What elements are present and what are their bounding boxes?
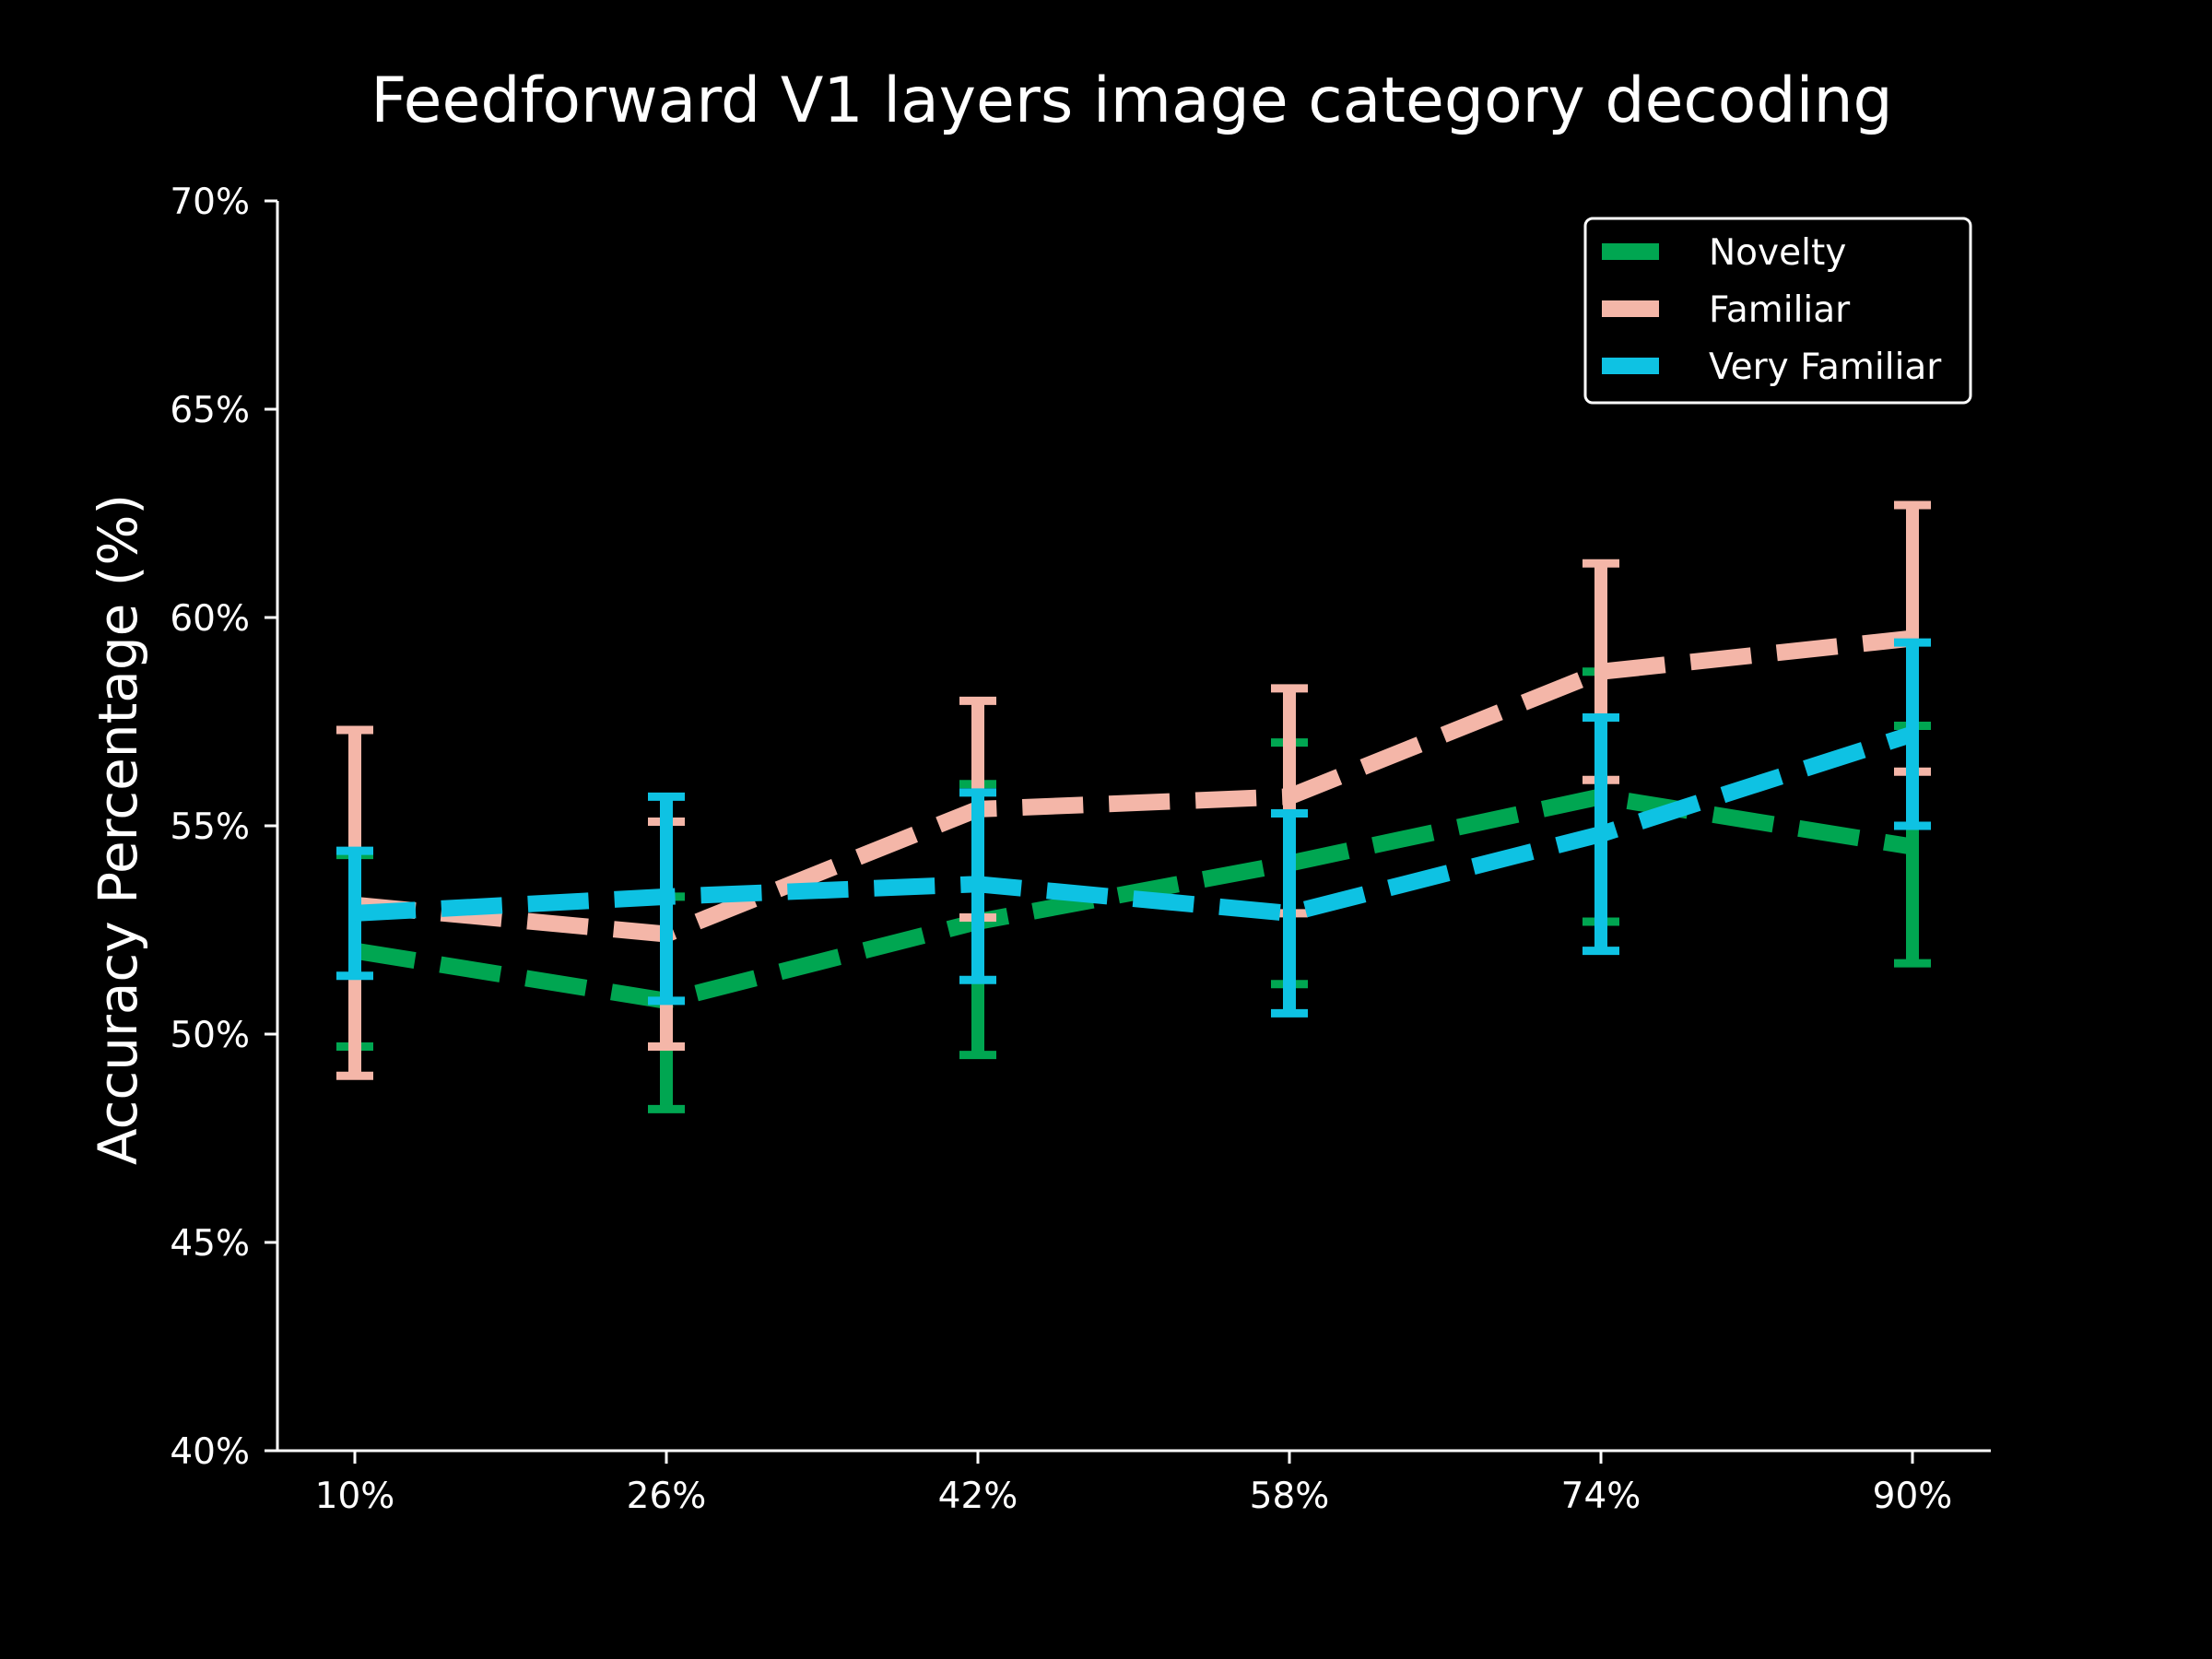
- y-tick-label: 70%: [170, 182, 250, 223]
- legend-frame: [1583, 217, 1972, 405]
- x-tick-label: 42%: [938, 1476, 1018, 1517]
- legend-label: Novelty: [1709, 232, 1846, 274]
- legend-label: Very Familiar: [1709, 347, 1942, 388]
- series-line: [353, 788, 1914, 1009]
- y-tick-label: 55%: [170, 806, 250, 848]
- series-layer: [336, 500, 1931, 1113]
- x-tick-label: 58%: [1250, 1476, 1330, 1517]
- y-tick-label: 65%: [170, 390, 250, 431]
- x-tick-label: 26%: [627, 1476, 707, 1517]
- series-line: [354, 629, 1913, 943]
- y-tick-label: 45%: [170, 1223, 250, 1265]
- chart-title: Feedforward V1 layers image category dec…: [371, 65, 1892, 137]
- y-axis-label: Accuracy Percentage (%): [87, 494, 149, 1165]
- series-line: [354, 725, 1915, 922]
- y-tick-label: 50%: [170, 1015, 250, 1056]
- y-tick-label: 60%: [170, 598, 250, 640]
- x-tick-label: 90%: [1873, 1476, 1953, 1517]
- x-ticks: 10% 26% 42% 58% 74% 90%: [315, 1451, 1953, 1517]
- x-tick-label: 74%: [1561, 1476, 1641, 1517]
- y-ticks: 40% 45% 50% 55% 60% 65% 70%: [170, 182, 277, 1473]
- legend-label: Familiar: [1709, 289, 1851, 331]
- series-very-familiar: [336, 638, 1931, 1018]
- y-tick-label: 40%: [170, 1431, 250, 1473]
- legend: Novelty Familiar Very Familiar: [1583, 217, 1972, 405]
- x-tick-label: 10%: [315, 1476, 395, 1517]
